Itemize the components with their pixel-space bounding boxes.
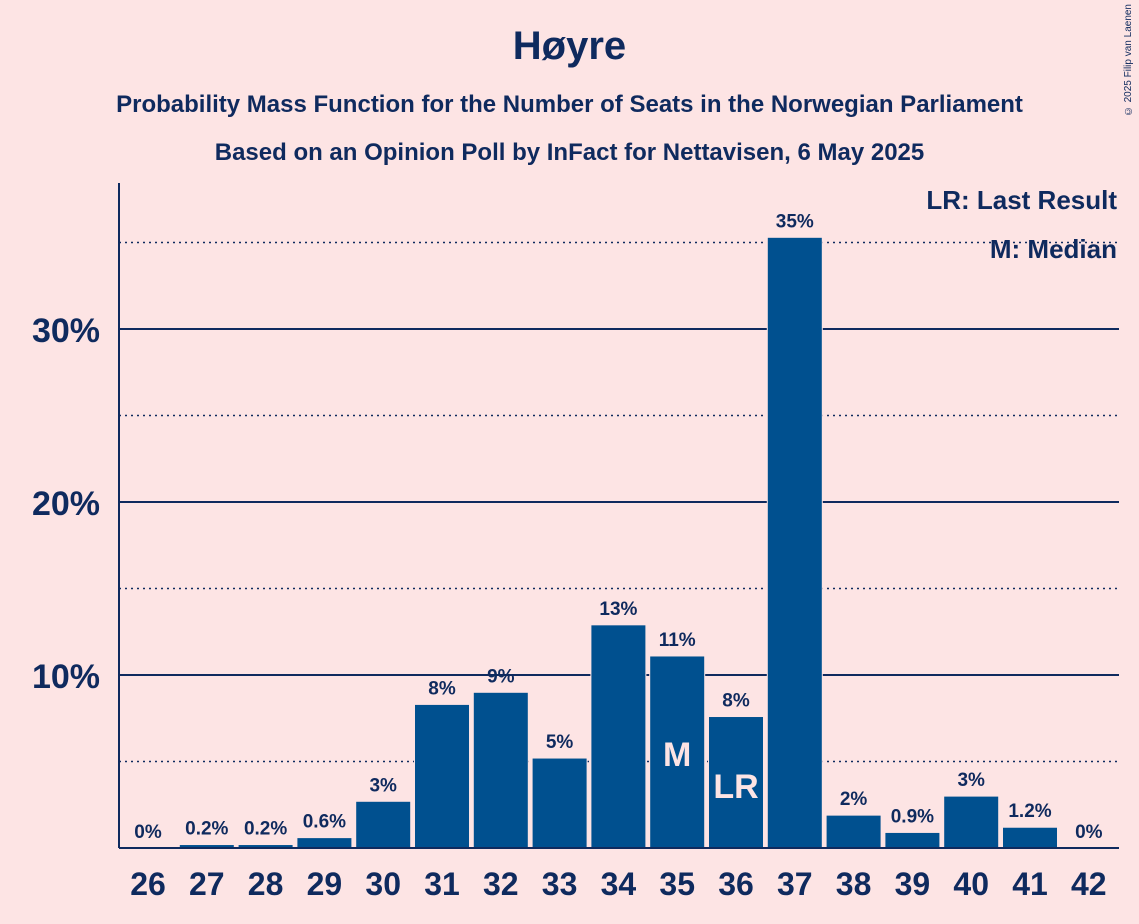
bar-value-label: 1.2%: [1008, 801, 1051, 822]
bar-value-label: 13%: [599, 599, 637, 620]
y-tick-label: 30%: [32, 312, 100, 350]
x-tick-label: 39: [895, 866, 931, 902]
bar: [943, 795, 1000, 849]
last-result-marker: LR: [713, 768, 758, 806]
x-tick-label: 33: [542, 866, 578, 902]
x-tick-label: 31: [424, 866, 460, 902]
bar: [825, 814, 882, 849]
y-tick-label: 20%: [32, 485, 100, 523]
bar-value-label: 11%: [659, 630, 696, 651]
bar-value-label: 0%: [1075, 822, 1103, 843]
x-tick-label: 41: [1012, 866, 1048, 902]
bar-value-label: 8%: [722, 691, 750, 712]
bar: [590, 624, 647, 849]
chart-title: Høyre: [512, 24, 627, 68]
chart-subtitle-2: Based on an Opinion Poll by InFact for N…: [214, 139, 925, 166]
bar-value-label: 3%: [369, 775, 397, 796]
bar: [531, 757, 588, 849]
bar: [1002, 826, 1058, 849]
median-marker: M: [663, 736, 691, 774]
bar-value-label: 0.2%: [244, 819, 287, 840]
x-tick-label: 37: [777, 866, 813, 902]
bar-value-label: 0%: [134, 822, 162, 843]
x-tick-label: 26: [130, 866, 166, 902]
bar: [708, 716, 764, 849]
bar-value-label: 8%: [428, 678, 456, 699]
x-tick-label: 34: [601, 866, 637, 902]
legend-median: M: Median: [989, 234, 1117, 264]
bar-value-label: 3%: [957, 770, 985, 791]
bar-value-label: 0.2%: [185, 819, 228, 840]
x-tick-label: 35: [659, 866, 695, 902]
bar: [766, 236, 823, 849]
x-tick-label: 27: [189, 866, 225, 902]
x-tick-label: 32: [483, 866, 519, 902]
bar-value-label: 2%: [840, 789, 868, 810]
bar: [649, 655, 706, 849]
x-tick-label: 40: [953, 866, 989, 902]
x-tick-label: 28: [248, 866, 284, 902]
bar-value-label: 35%: [776, 211, 814, 232]
x-tick-label: 30: [365, 866, 401, 902]
x-tick-label: 36: [718, 866, 754, 902]
y-tick-label: 10%: [32, 658, 100, 696]
bar: [472, 691, 529, 849]
bar: [414, 703, 470, 849]
x-tick-label: 38: [836, 866, 872, 902]
bar: [296, 837, 353, 849]
x-tick-label: 42: [1071, 866, 1107, 902]
x-tick-label: 29: [307, 866, 343, 902]
legend-last-result: LR: Last Result: [926, 185, 1117, 215]
bar: [884, 831, 941, 849]
bar: [355, 800, 412, 849]
bar-value-label: 5%: [546, 732, 574, 753]
bar-value-label: 9%: [487, 666, 515, 687]
chart-subtitle-1: Probability Mass Function for the Number…: [116, 91, 1023, 118]
bar-value-label: 0.6%: [303, 812, 346, 833]
bar-value-label: 0.9%: [891, 806, 934, 827]
